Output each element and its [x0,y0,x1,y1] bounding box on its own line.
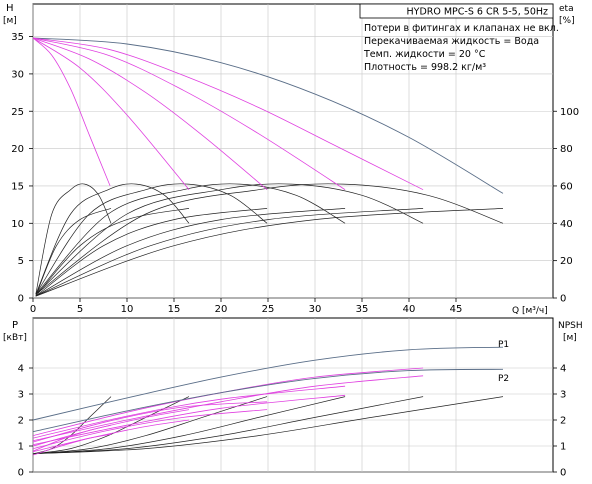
info-notes: Потери в фитингах и клапанах не вкл. Пер… [363,23,559,73]
npsh-curve [32,396,268,455]
chart-title: HYDRO MPC-S 6 CR 5-5, 50Hz [407,7,549,18]
info-note-fittings: Потери в фитингах и клапанах не вкл. [364,23,559,34]
head-curve-partial [32,37,268,191]
power-tick-label: 4 [18,364,24,375]
power-tick-label: 3 [18,390,24,401]
efficiency-curve [35,183,190,295]
top-left-axis-label: H [6,3,14,14]
top-right-axis-label: eta [559,4,574,14]
efficiency-curve [35,183,346,295]
head-tick-label: 25 [11,107,24,118]
info-note-density: Плотность = 998.2 кг/м³ [364,62,486,73]
bottom-left-axis-unit: [кВт] [3,333,27,343]
power-curve-partial [32,375,424,442]
efficiency-curve [35,183,268,295]
power-curve-partial [32,419,190,453]
x-tick-label: 0 [30,304,36,315]
bottom-left-axis-label: P [12,320,18,331]
bottom-right-axis-label: NPSH [558,321,583,331]
efficiency-curve [35,208,424,297]
head-tick-label: 35 [11,32,24,43]
npsh-tick-label: 3 [560,390,566,401]
tick-layer: 0 5 10 15 20 25 30 35 40 450510152025303502040608… [11,32,579,478]
efficiency-curve [35,208,504,297]
top-right-axis-unit: [%] [559,16,575,26]
x-axis-label: Q [м³/ч] [512,306,548,316]
curve-layer [32,37,504,456]
npsh-tick-label: 4 [560,364,566,375]
x-tick-label: 5 [77,304,83,315]
power-curve-partial [32,401,268,443]
power-curve-partial [32,385,346,439]
efficiency-curve [35,183,504,295]
power-tick-label: 2 [18,416,24,427]
head-tick-label: 20 [11,144,24,155]
head-curve-partial [32,37,111,187]
x-tick-label: 35 [356,304,369,315]
power-curve-partial [32,409,268,449]
efficiency-curve [35,208,346,297]
efficiency-curve [35,183,424,295]
npsh-tick-label: 1 [560,442,566,453]
head-tick-label: 5 [18,256,24,267]
head-curve-partial [32,37,346,191]
head-tick-label: 0 [18,294,24,305]
head-curve-max [32,37,504,194]
head-tick-label: 10 [11,219,24,230]
efficiency-curve [35,208,268,297]
info-note-temperature: Темп. жидкости = 20 °C [363,49,486,60]
npsh-tick-label: 0 [560,468,566,479]
efficiency-curve [35,208,190,297]
head-curve-partial [32,37,424,191]
series-label-p1: P1 [498,340,509,350]
power-tick-label: 1 [18,442,24,453]
power-curve-partial [32,433,112,456]
head-tick-label: 15 [11,181,24,192]
top-left-axis-unit: [м] [3,16,17,26]
npsh-tick-label: 2 [560,416,566,427]
npsh-curve [32,396,424,455]
power-curve-partial [32,409,190,447]
x-tick-label: 45 [450,304,463,315]
x-tick-label: 10 [121,304,134,315]
eta-tick-label: 40 [560,219,573,230]
npsh-curve [32,396,346,455]
info-note-liquid: Перекачиваемая жидкость = Вода [364,36,539,47]
npsh-curve [32,396,504,455]
power-curve-p2 [32,368,504,433]
x-tick-label: 20 [215,304,228,315]
head-curve-partial [32,37,190,190]
npsh-curve [32,396,112,455]
efficiency-curve [35,208,112,297]
series-label-p2: P2 [498,374,509,384]
x-tick-label: 40 [403,304,416,315]
power-tick-label: 0 [18,468,24,479]
power-curve-partial [32,394,346,446]
eta-tick-label: 20 [560,256,573,267]
x-tick-label: 15 [168,304,181,315]
eta-tick-label: 60 [560,181,573,192]
bottom-plot-frame [32,317,554,473]
x-tick-label: 30 [309,304,322,315]
eta-tick-label: 100 [560,107,579,118]
x-tick-label: 25 [262,304,275,315]
bottom-right-axis-unit: [м] [563,333,577,343]
title-box [359,3,554,19]
eta-tick-label: 80 [560,144,573,155]
efficiency-curve [35,183,112,295]
power-curve-p1 [32,346,504,421]
eta-tick-label: 0 [560,294,566,305]
power-curve-partial [32,424,112,452]
head-tick-label: 30 [11,69,24,80]
